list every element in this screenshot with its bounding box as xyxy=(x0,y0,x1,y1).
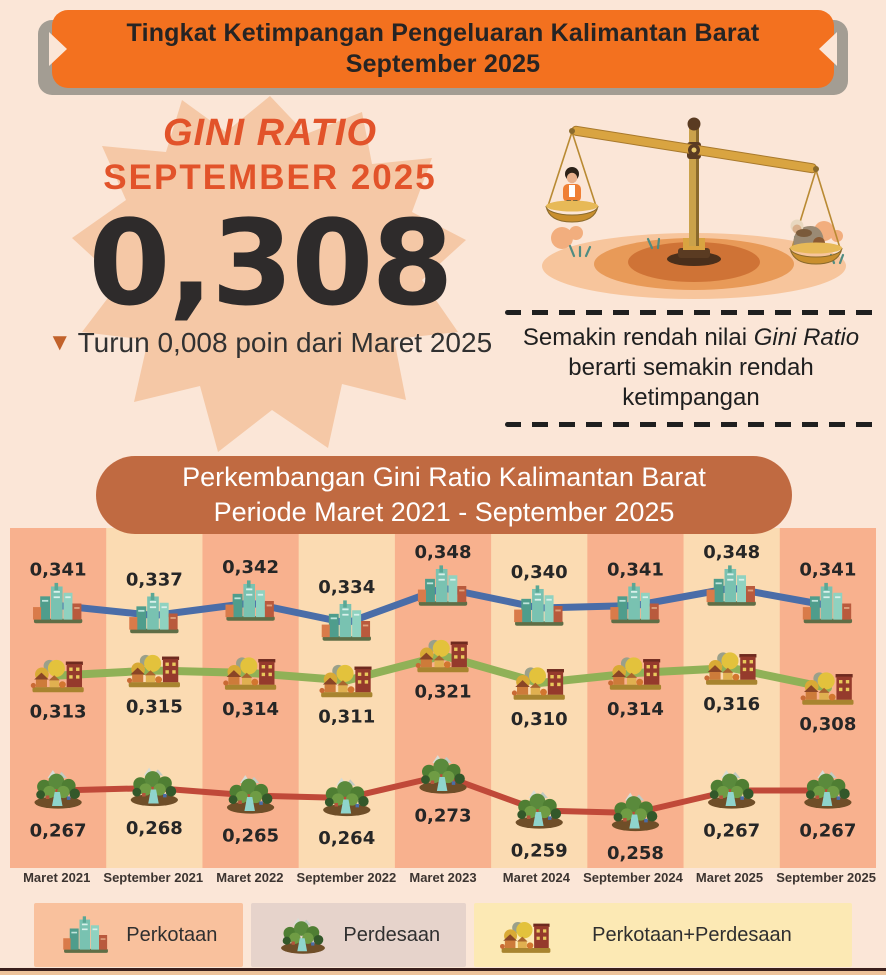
axis-label: September 2021 xyxy=(103,870,204,885)
page-title-line1: Tingkat Ketimpangan Pengeluaran Kalimant… xyxy=(126,19,760,47)
legend-label: Perkotaan+Perdesaan xyxy=(592,923,792,946)
gini-change-text: Turun 0,008 poin dari Maret 2025 xyxy=(77,326,493,358)
ribbon-notch-right xyxy=(819,32,837,66)
gini-ratio-heading: GINI RATIO xyxy=(162,112,378,154)
gini-trend-chart: 0,341 0,337 0,342 0,334 0,348 0,340 0,341 0,348… xyxy=(10,528,876,868)
value-label: 0,264 xyxy=(318,828,375,849)
axis-label: Maret 2023 xyxy=(409,870,477,885)
axis-label: Maret 2025 xyxy=(695,870,764,885)
x-axis-labels: Maret 2021 September 2021 Maret 2022 Septem… xyxy=(10,870,876,892)
dashed-line-top xyxy=(505,310,877,315)
ribbon-face xyxy=(52,10,834,88)
value-label: 0,267 xyxy=(703,821,760,842)
value-label: 0,259 xyxy=(511,841,568,862)
legend-item-city: Perkotaan xyxy=(34,903,244,967)
value-label: 0,334 xyxy=(318,577,375,598)
footer-bar xyxy=(0,966,886,975)
value-label: 0,314 xyxy=(607,699,664,720)
page-title-line2: September 2025 xyxy=(345,50,541,78)
chart-title-banner: Perkembangan Gini Ratio Kalimantan Barat… xyxy=(96,456,792,534)
value-label: 0,315 xyxy=(126,697,183,718)
town-icon xyxy=(500,922,551,953)
value-label: 0,267 xyxy=(799,821,856,842)
value-label: 0,258 xyxy=(607,843,664,864)
legend-label: Perdesaan xyxy=(343,923,441,946)
starburst-decoration xyxy=(72,96,466,452)
value-label: 0,348 xyxy=(415,542,472,563)
axis-label: Maret 2021 xyxy=(23,870,91,885)
value-label: 0,313 xyxy=(30,702,87,723)
note-part1: Semakin rendah nilai xyxy=(522,324,754,351)
chart-column-stripe xyxy=(202,528,300,868)
legend-item-town: Perkotaan+Perdesaan xyxy=(474,903,852,967)
chart-title-line1: Perkembangan Gini Ratio Kalimantan Barat xyxy=(182,461,706,492)
value-label: 0,321 xyxy=(415,682,472,703)
value-label: 0,348 xyxy=(703,542,760,563)
value-label: 0,311 xyxy=(318,707,375,728)
value-label: 0,341 xyxy=(799,560,856,581)
village-icon xyxy=(281,917,326,954)
value-label: 0,308 xyxy=(799,714,856,735)
gini-value: 0,308 xyxy=(88,194,453,332)
value-label: 0,340 xyxy=(511,562,568,583)
chart-legend: Perkotaan Perdesaan Perkotaan+Perdesaan xyxy=(0,903,886,967)
axis-label: Maret 2024 xyxy=(502,870,570,885)
chart-column-stripe xyxy=(10,528,107,868)
balance-scale-illustration xyxy=(542,117,846,299)
axis-label: September 2025 xyxy=(776,870,876,885)
chart-column-stripe xyxy=(106,528,203,868)
gini-period-heading: SEPTEMBER 2025 xyxy=(103,158,437,197)
dashed-line-bottom xyxy=(505,421,877,427)
note-part2: Gini Ratio xyxy=(753,324,860,351)
chart-canvas: 0,341 0,337 0,342 0,334 0,348 0,340 0,341 0,348… xyxy=(10,528,876,868)
legend-label: Perkotaan xyxy=(126,923,218,946)
value-label: 0,316 xyxy=(703,694,760,715)
chart-title-line2: Periode Maret 2021 - September 2025 xyxy=(213,497,675,527)
legend-item-village: Perdesaan xyxy=(251,903,467,967)
axis-label: September 2024 xyxy=(583,870,683,885)
gini-note-text: Semakin rendah nilai Gini Ratio berarti … xyxy=(511,323,871,414)
axis-label: Maret 2022 xyxy=(216,870,284,885)
gini-note: Semakin rendah nilai Gini Ratio berarti … xyxy=(505,310,877,427)
down-triangle-icon: ▼ xyxy=(47,328,72,356)
gini-summary: GINI RATIO SEPTEMBER 2025 0,308 ▼ Turun … xyxy=(0,112,540,359)
gini-change-note: ▼ Turun 0,008 poin dari Maret 2025 xyxy=(0,327,540,359)
value-label: 0,342 xyxy=(222,557,279,578)
note-part3: berarti semakin rendah ketimpangan xyxy=(568,354,814,412)
ribbon-notch-left xyxy=(49,32,67,66)
value-label: 0,337 xyxy=(126,570,183,591)
value-label: 0,268 xyxy=(126,818,183,839)
value-label: 0,273 xyxy=(415,806,472,827)
header-ribbon: Tingkat Ketimpangan Pengeluaran Kalimant… xyxy=(38,10,848,95)
value-label: 0,341 xyxy=(607,560,664,581)
value-label: 0,341 xyxy=(30,560,87,581)
city-icon xyxy=(63,916,109,953)
value-label: 0,310 xyxy=(511,709,568,730)
value-label: 0,314 xyxy=(222,699,279,720)
page-title: Tingkat Ketimpangan Pengeluaran Kalimant… xyxy=(52,10,834,88)
value-label: 0,265 xyxy=(222,826,279,847)
value-label: 0,267 xyxy=(30,821,87,842)
left-pan-strings xyxy=(547,131,597,207)
axis-label: September 2022 xyxy=(296,870,397,885)
